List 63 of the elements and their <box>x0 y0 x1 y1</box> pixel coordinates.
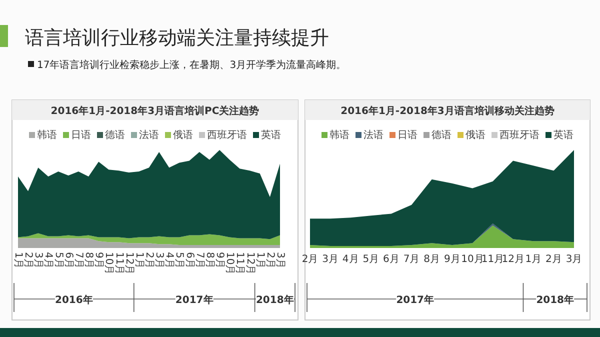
x-tick-label: 11月 <box>113 252 124 275</box>
x-tick-label: 5月 <box>362 254 380 265</box>
x-tick-label: 3月 <box>32 252 44 268</box>
chart-title: 2016年1月-2018年3月语言培训PC关注趋势 <box>50 105 260 117</box>
x-tick-label: 3月 <box>154 252 165 268</box>
x-tick-label: 4月 <box>164 252 175 268</box>
x-tick-label: 2月 <box>264 252 276 268</box>
legend-label: 西班牙语 <box>500 129 540 141</box>
x-tick-label: 3月 <box>566 254 582 265</box>
text: 2017年 <box>396 294 434 306</box>
legend-label: 法语 <box>139 129 159 141</box>
x-tick-label: 3月 <box>322 254 338 265</box>
x-tick-label: 1月 <box>254 252 266 268</box>
legend-label: 韩语 <box>330 129 350 141</box>
text: 2016年 <box>55 294 93 306</box>
x-tick-label: 12月 <box>123 252 134 275</box>
x-tick-label: 8月 <box>424 254 440 265</box>
text: 2018年 <box>256 294 294 306</box>
x-tick-label: 2月 <box>302 254 318 265</box>
legend-label: 西班牙语 <box>207 129 247 141</box>
x-tick-label: 8月 <box>83 252 94 268</box>
x-tick-label: 2月 <box>22 252 34 268</box>
x-tick-label: 10月 <box>224 252 236 275</box>
legend-label: 德语 <box>432 129 452 141</box>
x-tick-label: 10月 <box>461 254 484 265</box>
text: 17年语言培训行业检索稳步上涨，在暑期、3月开学季为流量高峰期。 <box>37 59 346 71</box>
legend-label: 俄语 <box>466 129 486 141</box>
legend-label: 英语 <box>554 129 574 141</box>
x-tick-label: 12月 <box>244 252 256 275</box>
x-tick-label: 2月 <box>144 252 154 268</box>
chart-title: 2016年1月-2018年3月语言培训移动关注趋势 <box>340 105 554 117</box>
text: 2017年 <box>175 294 214 306</box>
x-tick-label: 7月 <box>194 252 205 268</box>
x-tick-label: 4月 <box>42 252 54 268</box>
x-tick-label: 6月 <box>383 254 400 265</box>
x-tick-label: 7月 <box>72 252 84 268</box>
x-tick-label: 5月 <box>174 252 185 268</box>
x-tick-label: 5月 <box>52 252 64 268</box>
legend-label: 日语 <box>71 129 91 141</box>
x-tick-label: 7月 <box>403 254 420 265</box>
x-tick-label: 12月 <box>502 254 524 265</box>
x-tick-label: 4月 <box>342 254 359 265</box>
x-tick-label: 8月 <box>204 252 215 268</box>
x-tick-label: 11月 <box>234 252 246 275</box>
legend-label: 德语 <box>105 129 125 141</box>
x-tick-label: 6月 <box>184 252 195 268</box>
x-tick-label: 10月 <box>103 252 114 275</box>
x-tick-label: 9月 <box>444 254 460 265</box>
legend-label: 韩语 <box>37 129 57 141</box>
x-tick-label: 2月 <box>546 254 562 265</box>
x-tick-label: 9月 <box>93 252 104 268</box>
legend-label: 法语 <box>364 129 384 141</box>
text: 2018年 <box>536 294 574 306</box>
x-tick-label: 6月 <box>62 252 74 268</box>
x-tick-label: 3月 <box>274 252 286 268</box>
x-tick-label: 1月 <box>12 252 24 268</box>
x-tick-label: 1月 <box>525 254 542 265</box>
x-tick-label: 9月 <box>214 252 226 268</box>
text: 语言培训行业移动端关注量持续提升 <box>25 27 329 49</box>
x-tick-label: 1月 <box>133 252 144 268</box>
legend-label: 英语 <box>261 129 281 141</box>
legend-label: 俄语 <box>173 129 193 141</box>
legend-label: 日语 <box>398 129 418 141</box>
